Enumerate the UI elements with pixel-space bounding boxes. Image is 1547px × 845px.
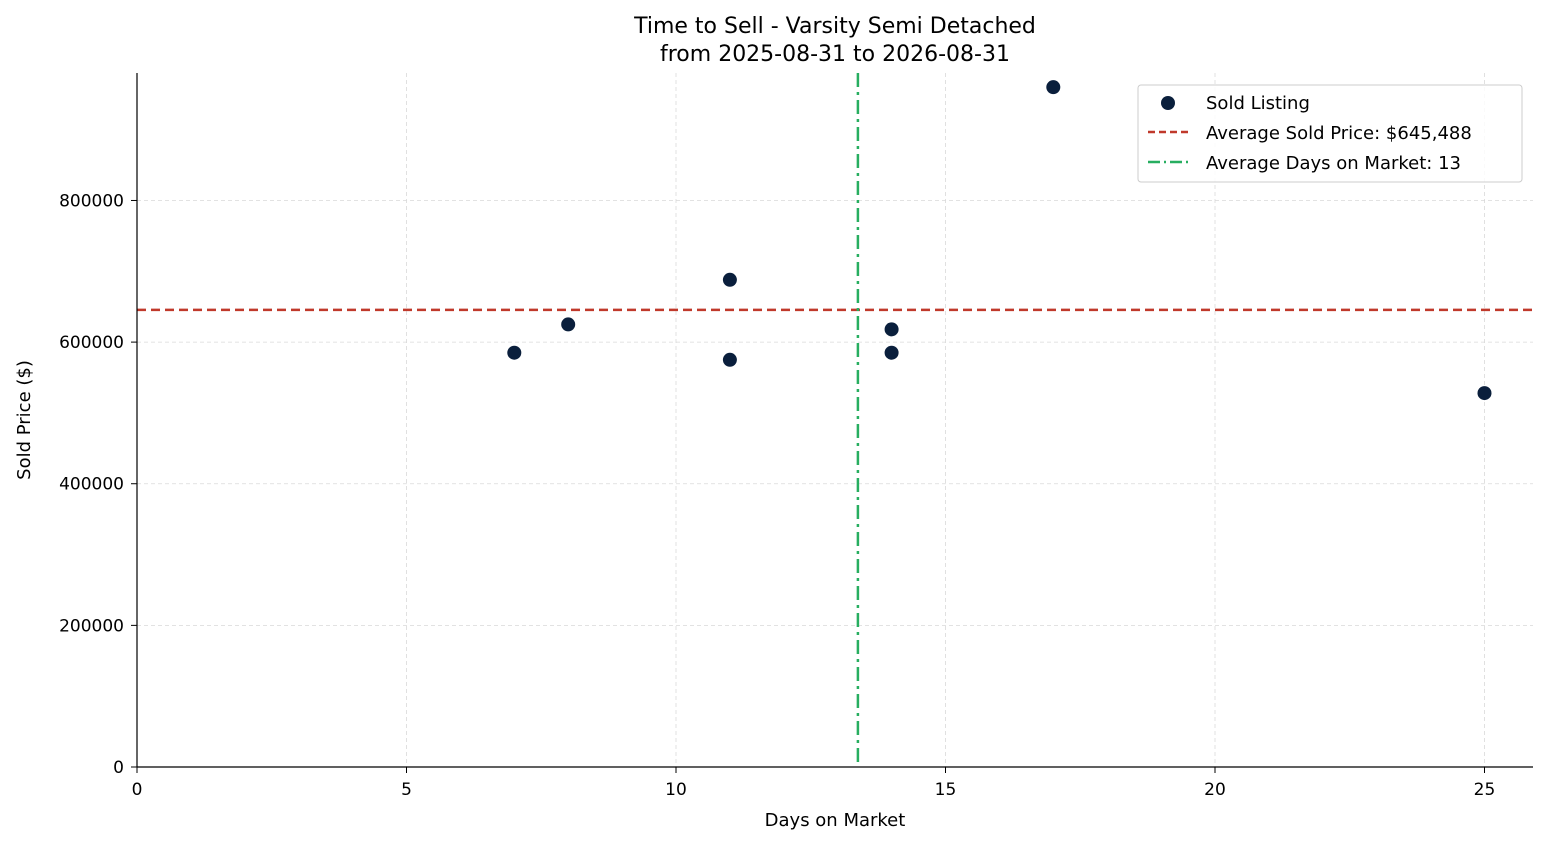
- data-point: [1046, 80, 1061, 95]
- y-tick-label: 600000: [59, 333, 124, 353]
- chart-subtitle: from 2025-08-31 to 2026-08-31: [660, 42, 1010, 67]
- data-point: [1477, 386, 1492, 401]
- y-tick-label: 200000: [59, 616, 124, 636]
- legend-box: [1137, 84, 1523, 183]
- y-tick-label: 400000: [59, 475, 124, 495]
- data-point: [884, 322, 899, 337]
- x-tick-label: 10: [665, 780, 687, 800]
- x-tick-label: 5: [401, 780, 412, 800]
- x-tick-label: 25: [1474, 780, 1496, 800]
- data-point: [722, 352, 737, 367]
- grid-lines: [137, 73, 1533, 767]
- legend-label-avg-days: Average Days on Market: 13: [1206, 153, 1461, 174]
- data-points: [507, 80, 1492, 401]
- y-axis-ticks: 0 200000 400000 600000 800000: [59, 191, 137, 778]
- x-tick-label: 0: [132, 780, 143, 800]
- legend-label-avg-price: Average Sold Price: $645,488: [1206, 123, 1472, 144]
- y-tick-label: 800000: [59, 191, 124, 211]
- chart-title: Time to Sell - Varsity Semi Detached: [633, 14, 1036, 39]
- y-axis-title: Sold Price ($): [14, 360, 35, 480]
- legend-label-sold-listing: Sold Listing: [1206, 93, 1310, 114]
- reference-lines: [137, 73, 1533, 767]
- data-point: [722, 272, 737, 287]
- x-axis-title: Days on Market: [765, 810, 906, 831]
- legend-marker-sold-listing: [1161, 96, 1175, 110]
- x-tick-label: 15: [935, 780, 957, 800]
- data-point: [884, 345, 899, 360]
- legend: Sold Listing Average Sold Price: $645,48…: [1137, 84, 1523, 183]
- y-tick-label: 0: [113, 758, 124, 778]
- x-tick-label: 20: [1204, 780, 1226, 800]
- data-point: [561, 317, 576, 332]
- x-axis-ticks: 0 5 10 15 20 25: [132, 767, 1496, 800]
- data-point: [507, 345, 522, 360]
